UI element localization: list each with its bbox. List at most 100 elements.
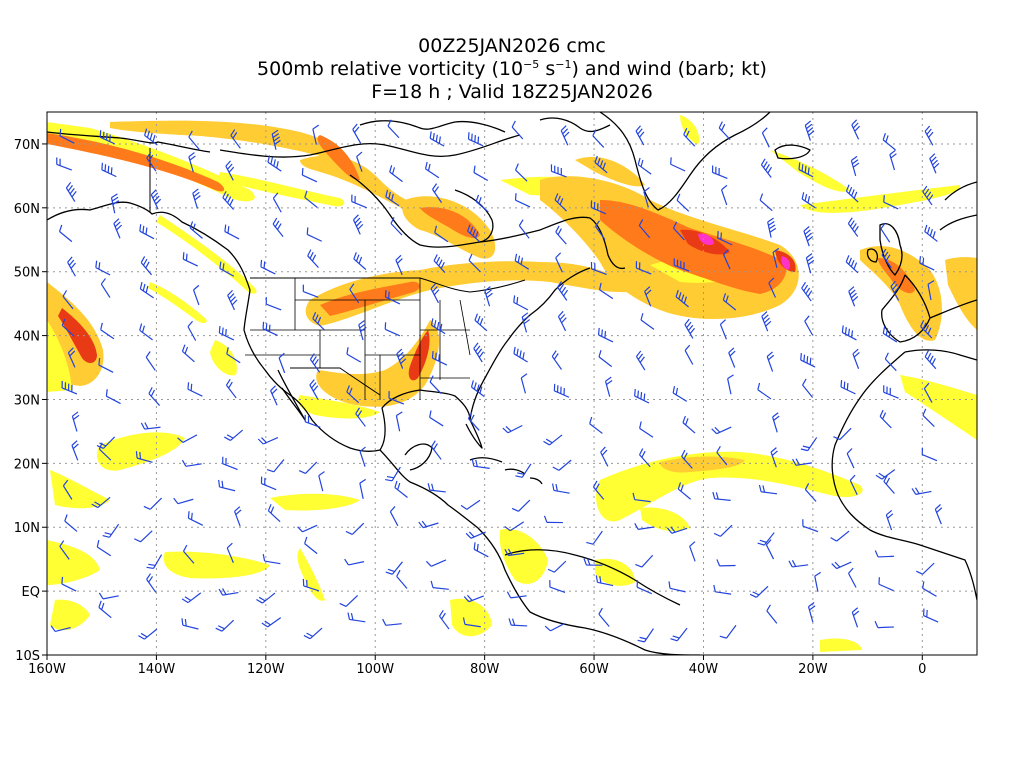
wind-barb-shaft bbox=[760, 164, 772, 178]
wind-barb-feather bbox=[592, 480, 598, 488]
wind-barb bbox=[890, 280, 900, 301]
wind-barb-shaft bbox=[396, 353, 404, 369]
wind-barb-shaft bbox=[719, 324, 727, 340]
wind-barb-feather bbox=[685, 130, 690, 138]
wind-barb-feather bbox=[68, 259, 75, 266]
wind-barb-feather bbox=[400, 358, 407, 364]
wind-barb-feather bbox=[802, 378, 807, 386]
wind-barb-feather bbox=[851, 155, 858, 161]
wind-barb bbox=[61, 576, 77, 592]
wind-barb-feather bbox=[771, 450, 778, 456]
wind-barb-shaft bbox=[140, 288, 154, 299]
wind-barb-shaft bbox=[385, 623, 402, 626]
wind-barb-shaft bbox=[473, 348, 483, 363]
wind-barb-feather bbox=[557, 281, 563, 288]
wind-barb-shaft bbox=[227, 295, 236, 311]
wind-barb-feather bbox=[643, 393, 646, 401]
wind-barb-feather bbox=[885, 477, 891, 485]
wind-barb-feather bbox=[766, 604, 771, 612]
wind-barb-shaft bbox=[924, 356, 937, 370]
wind-barb-shaft bbox=[139, 329, 153, 341]
wind-barb bbox=[604, 376, 613, 397]
wind-barb-feather bbox=[432, 183, 438, 190]
wind-barb bbox=[765, 539, 775, 560]
wind-barb-shaft bbox=[230, 429, 244, 441]
wind-barb-feather bbox=[804, 120, 812, 126]
coast-scandinavia bbox=[939, 181, 977, 231]
wind-barb-feather bbox=[767, 166, 773, 174]
wind-barb-shaft bbox=[425, 168, 440, 179]
wind-barb-shaft bbox=[553, 560, 567, 573]
vorticity-europe-band bbox=[945, 257, 977, 330]
wind-barb-feather bbox=[304, 190, 308, 198]
wind-barb bbox=[880, 222, 891, 243]
wind-barb-shaft bbox=[59, 546, 70, 560]
wind-barb bbox=[757, 382, 772, 400]
wind-barb-shaft bbox=[391, 561, 403, 575]
wind-barb-feather bbox=[544, 625, 551, 632]
wind-barb bbox=[99, 130, 116, 145]
wind-barb-shaft bbox=[717, 237, 733, 246]
wind-barb-feather bbox=[882, 412, 887, 420]
wind-barb-feather bbox=[359, 478, 367, 484]
wind-barb-feather bbox=[98, 442, 103, 450]
wind-barb-shaft bbox=[677, 488, 692, 500]
vorticity-tropical-pacific-band-3 bbox=[163, 551, 270, 579]
wind-barb-shaft bbox=[187, 592, 202, 604]
wind-barb bbox=[260, 259, 276, 275]
wind-barb-feather bbox=[472, 228, 476, 236]
wind-barb bbox=[346, 347, 362, 363]
wind-barb-feather bbox=[274, 220, 280, 228]
wind-barb-feather bbox=[430, 283, 437, 290]
wind-barb bbox=[182, 252, 199, 267]
wind-barb-feather bbox=[517, 255, 521, 263]
wind-barb-shaft bbox=[720, 524, 733, 537]
wind-barb-feather bbox=[218, 325, 221, 334]
wind-barb bbox=[583, 558, 603, 566]
wind-barb-feather bbox=[884, 352, 889, 360]
wind-barb-feather bbox=[475, 194, 480, 202]
wind-barb-feather bbox=[635, 350, 642, 357]
wind-barb bbox=[883, 385, 899, 399]
wind-barb bbox=[218, 325, 235, 341]
wind-barb-shaft bbox=[766, 610, 778, 624]
wind-barb-feather bbox=[476, 348, 483, 355]
wind-barb-feather bbox=[101, 162, 104, 170]
wind-barb-shaft bbox=[513, 353, 528, 363]
wind-barb-shaft bbox=[600, 451, 609, 467]
wind-barb-feather bbox=[69, 350, 76, 357]
wind-barb-shaft bbox=[177, 498, 194, 505]
wind-barb bbox=[359, 478, 367, 499]
wind-barb-shaft bbox=[594, 162, 608, 174]
wind-barb-feather bbox=[431, 351, 434, 359]
wind-barb-feather bbox=[298, 470, 306, 475]
wind-barb bbox=[359, 446, 366, 467]
wind-barb-shaft bbox=[712, 171, 728, 179]
vorticity-labrador-core bbox=[420, 207, 480, 239]
wind-barb-shaft bbox=[432, 587, 449, 590]
wind-barb bbox=[438, 609, 450, 630]
wind-barb-feather bbox=[594, 155, 598, 163]
wind-barb-feather bbox=[543, 515, 548, 523]
wind-barb-feather bbox=[356, 220, 362, 227]
wind-barb bbox=[635, 125, 645, 146]
wind-barb-feather bbox=[801, 192, 805, 200]
wind-barb bbox=[298, 461, 318, 475]
wind-barb-feather bbox=[433, 320, 437, 328]
wind-barb bbox=[218, 479, 236, 492]
wind-barb-feather bbox=[221, 480, 224, 488]
wind-barb bbox=[848, 286, 859, 307]
wind-barb-feather bbox=[146, 130, 150, 138]
wind-barb-feather bbox=[441, 612, 446, 620]
wind-barb bbox=[356, 151, 363, 172]
wind-barb-shaft bbox=[670, 163, 686, 172]
wind-barb-feather bbox=[435, 256, 441, 264]
vorticity-bc-streak bbox=[156, 215, 257, 294]
vorticity-gulf-alaska-band bbox=[148, 282, 207, 324]
vorticity-great-lakes-core bbox=[320, 281, 420, 316]
wind-barb-feather bbox=[396, 411, 403, 417]
wind-barb bbox=[874, 550, 895, 558]
wind-barb-feather bbox=[849, 289, 856, 296]
wind-barb-feather bbox=[358, 256, 363, 264]
wind-barb-feather bbox=[803, 226, 810, 232]
